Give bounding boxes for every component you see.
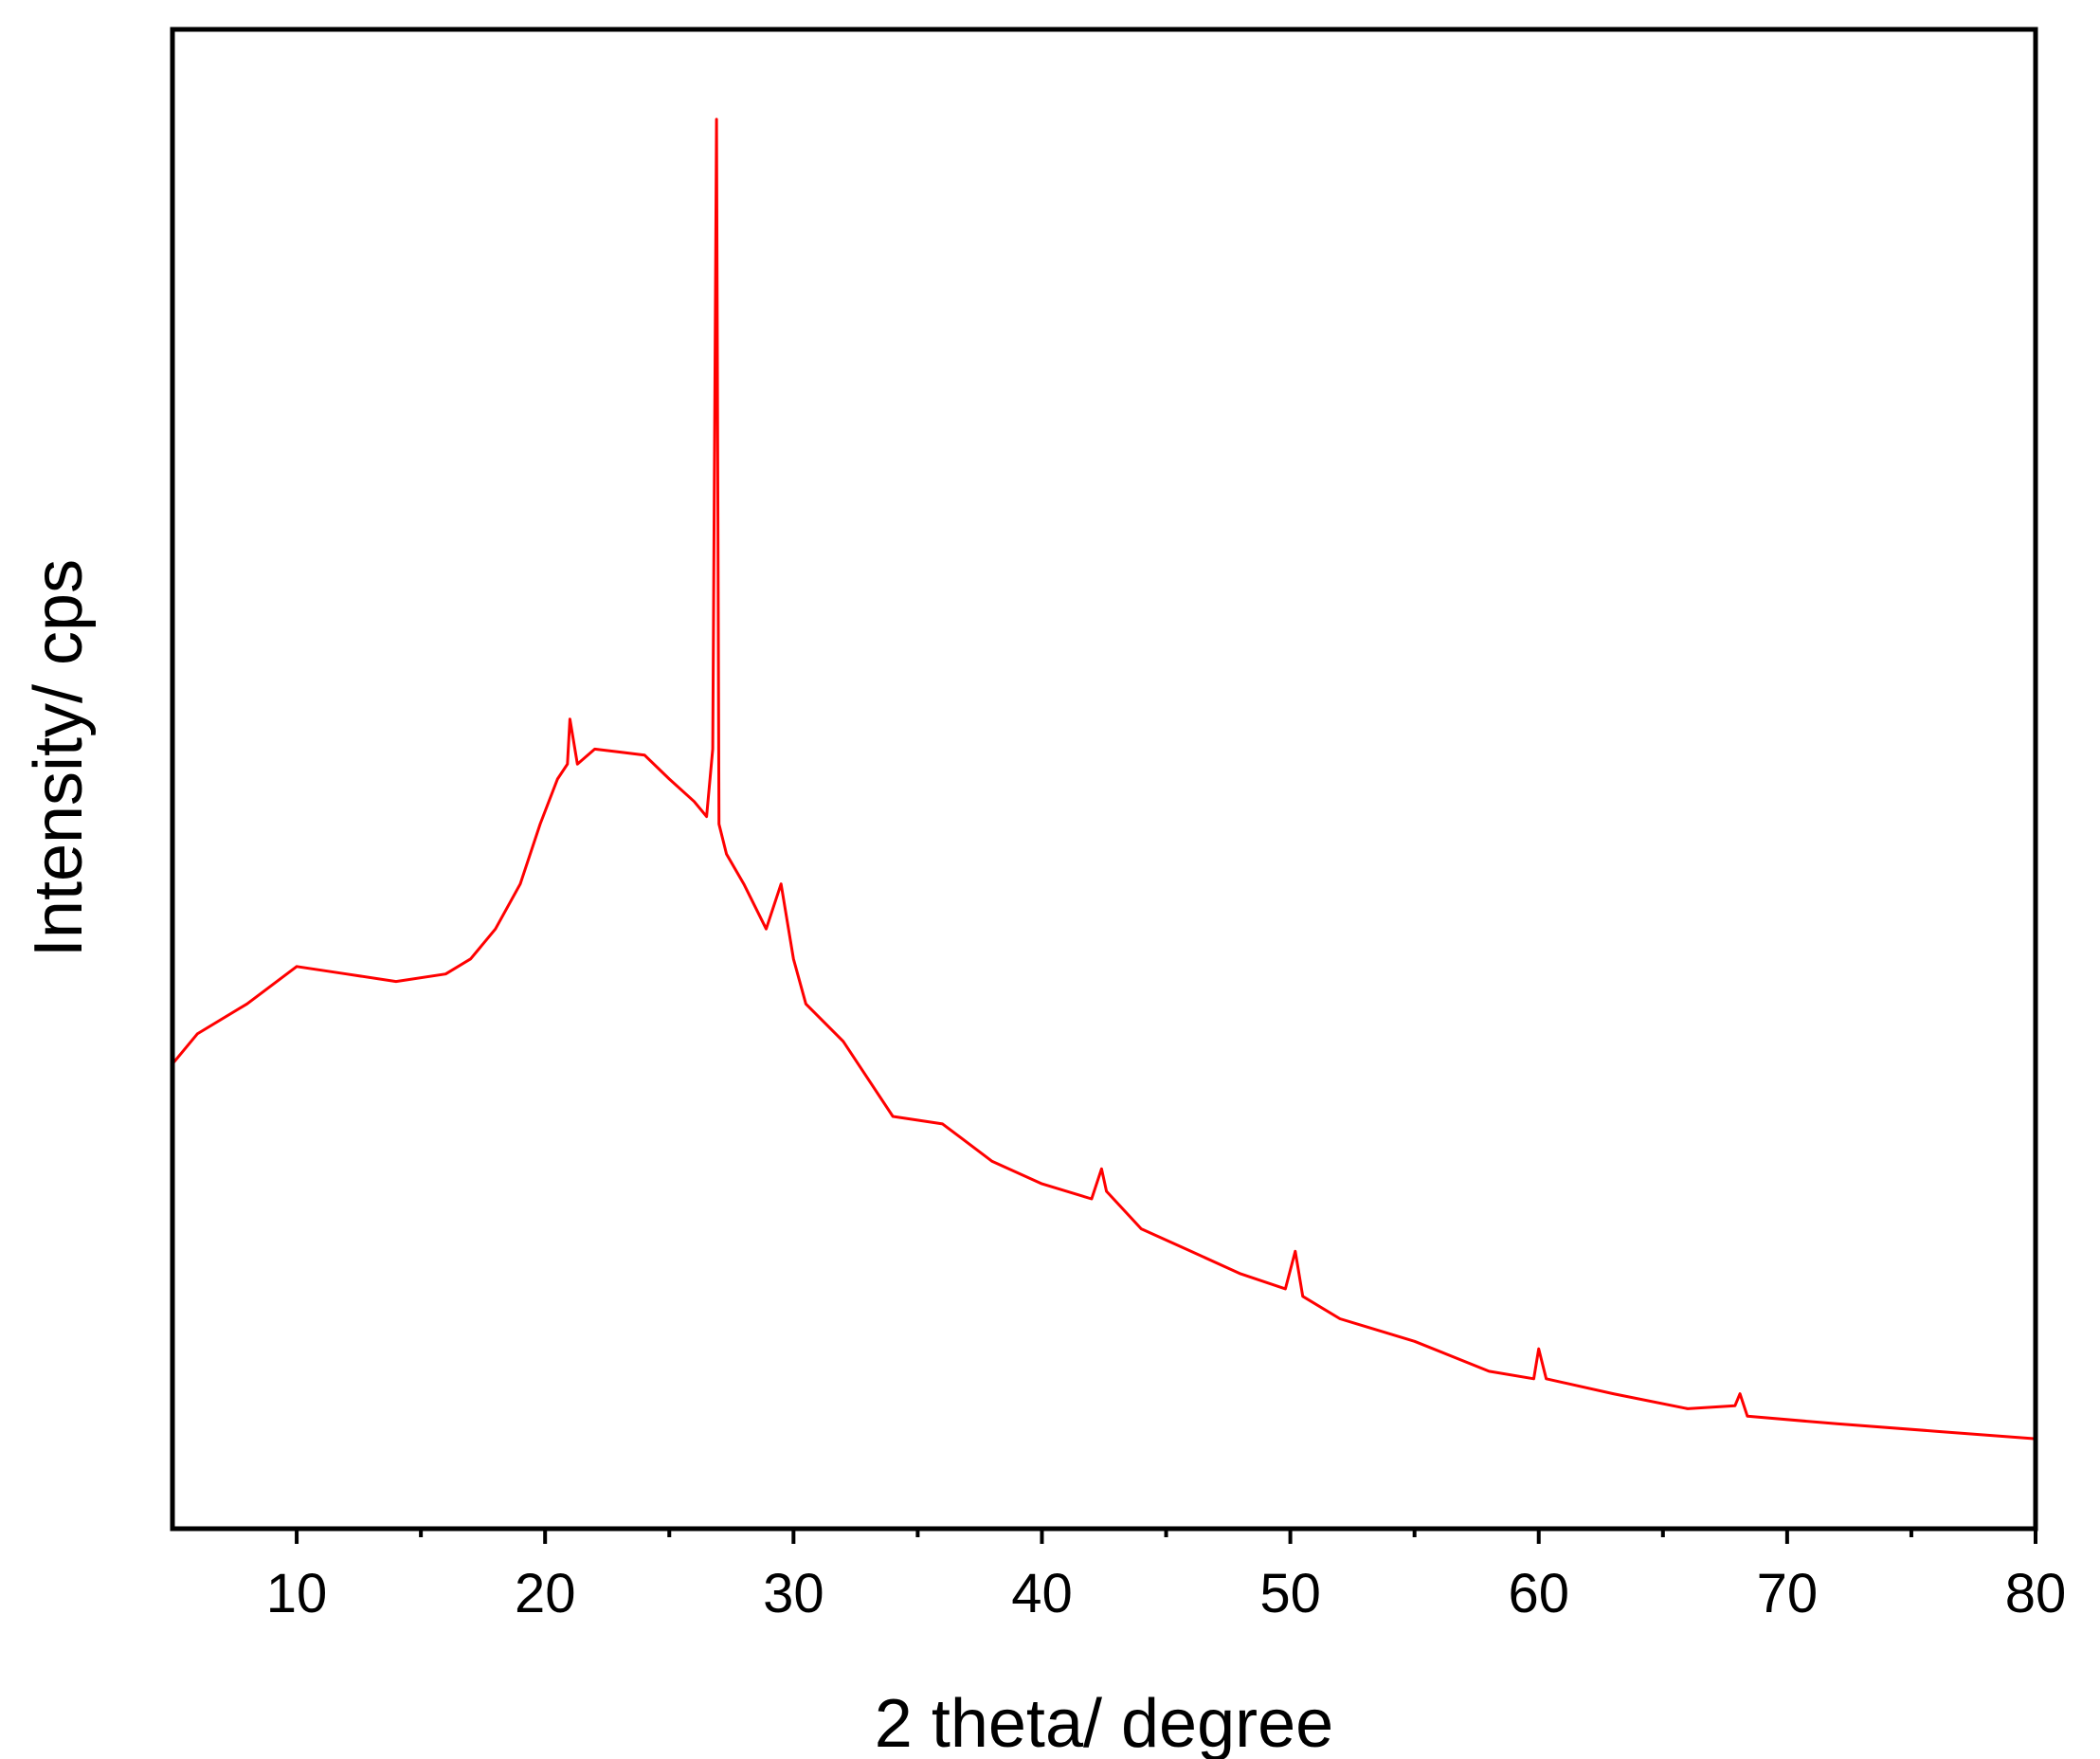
x-tick-label: 50 xyxy=(1259,1563,1321,1624)
plot-frame xyxy=(170,27,2038,1532)
x-tick-label: 10 xyxy=(266,1563,328,1624)
x-tick-label: 70 xyxy=(1757,1563,1819,1624)
x-tick-label: 80 xyxy=(2005,1563,2067,1624)
xrd-pattern-line xyxy=(171,118,2037,1441)
tick-layer: 10 20 30 40 50 60 70 80 xyxy=(266,1529,2066,1624)
y-axis-title: Intensity/ cps xyxy=(21,559,97,957)
series-layer xyxy=(171,118,2037,1441)
x-axis-title: 2 theta/ degree xyxy=(875,1686,1333,1759)
x-tick-label: 20 xyxy=(515,1563,576,1624)
x-tick-label: 60 xyxy=(1508,1563,1569,1624)
x-tick-label: 30 xyxy=(763,1563,824,1624)
x-tick-label: 40 xyxy=(1011,1563,1073,1624)
